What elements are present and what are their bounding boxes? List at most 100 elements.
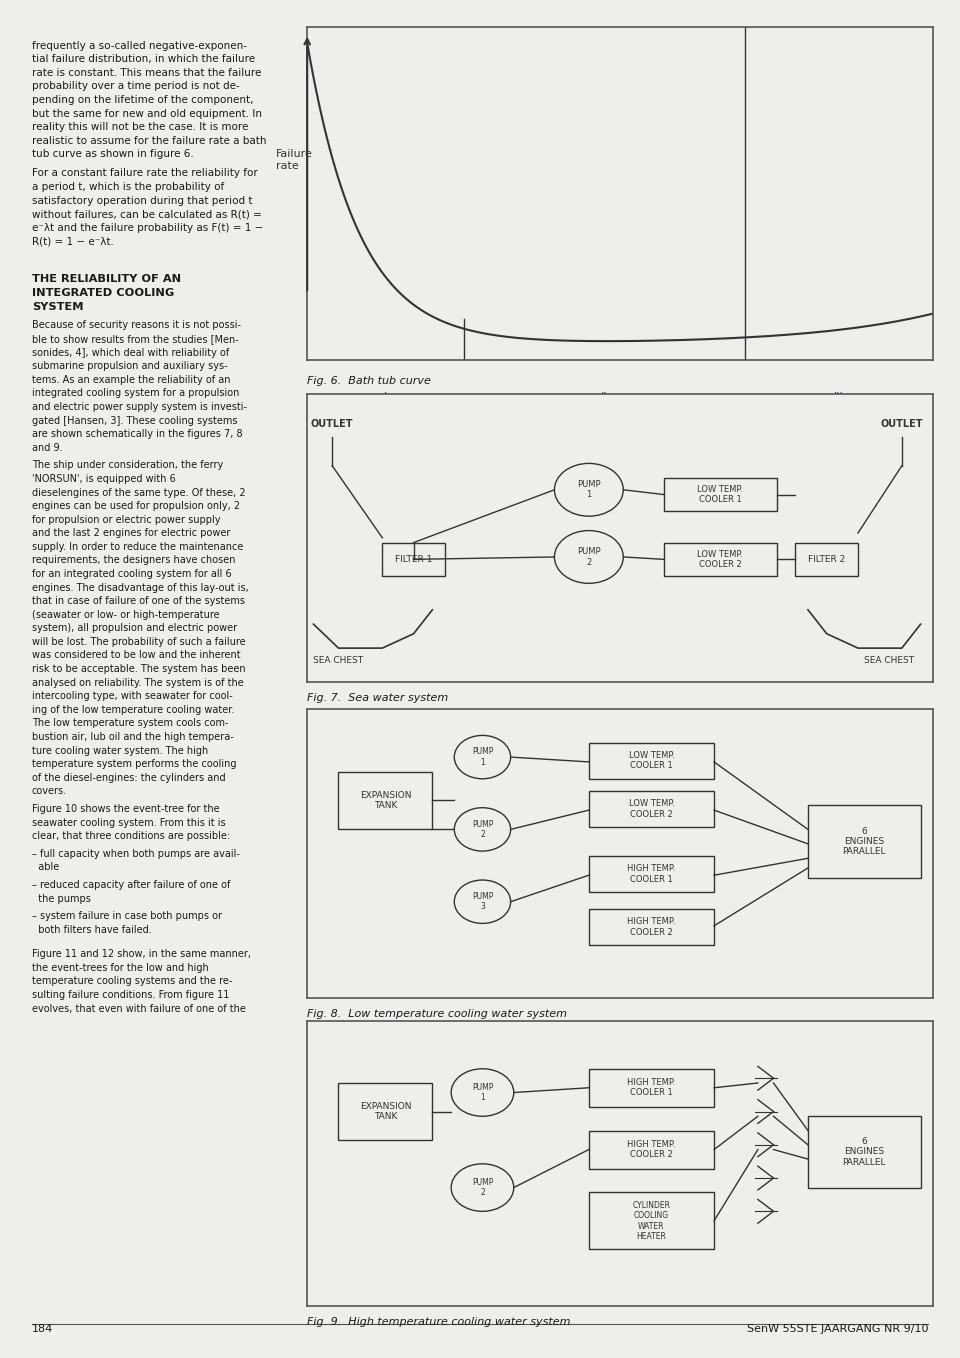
Text: submarine propulsion and auxiliary sys-: submarine propulsion and auxiliary sys- <box>32 361 228 371</box>
Text: Time: Time <box>714 538 739 547</box>
Text: PUMP
1: PUMP 1 <box>471 747 493 767</box>
Text: I: I <box>384 392 387 402</box>
Text: CYLINDER
COOLING
WATER
HEATER: CYLINDER COOLING WATER HEATER <box>633 1200 670 1241</box>
Text: requirements, the designers have chosen: requirements, the designers have chosen <box>32 555 235 565</box>
Text: THE RELIABILITY OF AN
INTEGRATED COOLING
SYSTEM: THE RELIABILITY OF AN INTEGRATED COOLING… <box>32 274 180 312</box>
Text: probability over a time period is not de-: probability over a time period is not de… <box>32 81 239 91</box>
Text: sulting failure conditions. From figure 11: sulting failure conditions. From figure … <box>32 990 229 999</box>
Text: pending on the lifetime of the component,: pending on the lifetime of the component… <box>32 95 253 105</box>
Text: The ship under consideration, the ferry: The ship under consideration, the ferry <box>32 460 223 470</box>
Bar <box>382 543 444 576</box>
Text: PUMP
2: PUMP 2 <box>471 820 493 839</box>
Text: 184: 184 <box>32 1324 53 1334</box>
Text: temperature cooling systems and the re-: temperature cooling systems and the re- <box>32 976 232 986</box>
Text: sonides, 4], which deal with reliability of: sonides, 4], which deal with reliability… <box>32 348 228 357</box>
Text: R(t) = 1 − e⁻λt.: R(t) = 1 − e⁻λt. <box>32 236 113 246</box>
Text: and electric power supply system is investi-: and electric power supply system is inve… <box>32 402 247 411</box>
Text: the event-trees for the low and high: the event-trees for the low and high <box>32 963 208 972</box>
Text: PUMP
2: PUMP 2 <box>577 547 601 566</box>
Text: Figure 10 shows the event-tree for the: Figure 10 shows the event-tree for the <box>32 804 219 813</box>
Text: PUMP
3: PUMP 3 <box>471 892 493 911</box>
Text: II: II <box>601 392 608 402</box>
Text: HIGH TEMP.
COOLER 1: HIGH TEMP. COOLER 1 <box>627 1078 676 1097</box>
Bar <box>588 790 714 827</box>
Text: supply. In order to reduce the maintenance: supply. In order to reduce the maintenan… <box>32 542 243 551</box>
Text: LOW TEMP.
COOLER 1: LOW TEMP. COOLER 1 <box>629 751 674 770</box>
Bar <box>664 478 777 512</box>
Text: Period: Period <box>370 478 401 489</box>
Text: of the diesel-engines: the cylinders and: of the diesel-engines: the cylinders and <box>32 773 226 782</box>
Text: The low temperature system cools com-: The low temperature system cools com- <box>32 718 228 728</box>
Text: PUMP
1: PUMP 1 <box>577 481 601 500</box>
Text: LOW TEMP.
COOLER 2: LOW TEMP. COOLER 2 <box>629 800 674 819</box>
Text: SenW 55STE JAARGANG NR 9/10: SenW 55STE JAARGANG NR 9/10 <box>747 1324 928 1334</box>
Bar <box>796 543 858 576</box>
Text: bustion air, lub oil and the high tempera-: bustion air, lub oil and the high temper… <box>32 732 233 741</box>
Text: HIGH TEMP.
COOLER 2: HIGH TEMP. COOLER 2 <box>627 1139 676 1160</box>
Text: intercooling type, with seawater for cool-: intercooling type, with seawater for coo… <box>32 691 232 701</box>
Text: are shown schematically in the figures 7, 8: are shown schematically in the figures 7… <box>32 429 242 439</box>
Text: and the last 2 engines for electric power: and the last 2 engines for electric powe… <box>32 528 230 538</box>
Bar <box>588 856 714 892</box>
Text: the pumps: the pumps <box>32 894 90 903</box>
Text: able: able <box>32 862 59 872</box>
Text: a period t, which is the probability of: a period t, which is the probability of <box>32 182 224 191</box>
Text: integrated cooling system for a propulsion: integrated cooling system for a propulsi… <box>32 388 239 398</box>
Text: without failures, can be calculated as R(t) =: without failures, can be calculated as R… <box>32 209 261 219</box>
Text: e⁻λt and the failure probability as F(t) = 1 −: e⁻λt and the failure probability as F(t)… <box>32 223 263 232</box>
Text: seawater cooling system. From this it is: seawater cooling system. From this it is <box>32 818 226 827</box>
Text: ing of the low temperature cooling water.: ing of the low temperature cooling water… <box>32 705 234 714</box>
Text: – system failure in case both pumps or: – system failure in case both pumps or <box>32 911 222 921</box>
Text: realistic to assume for the failure rate a bath: realistic to assume for the failure rate… <box>32 136 266 145</box>
Text: gated [Hansen, 3]. These cooling systems: gated [Hansen, 3]. These cooling systems <box>32 416 237 425</box>
Bar <box>339 1084 432 1141</box>
Bar <box>339 771 432 830</box>
Text: satisfactory operation during that period t: satisfactory operation during that perio… <box>32 196 252 205</box>
Text: evolves, that even with failure of one of the: evolves, that even with failure of one o… <box>32 1004 246 1013</box>
Text: temperature system performs the cooling: temperature system performs the cooling <box>32 759 236 769</box>
Text: FILTER 1: FILTER 1 <box>395 555 432 564</box>
Text: For a constant failure rate the reliability for: For a constant failure rate the reliabil… <box>32 168 257 178</box>
Text: rate is constant. This means that the failure: rate is constant. This means that the fa… <box>32 68 261 77</box>
Text: (seawater or low- or high-temperature: (seawater or low- or high-temperature <box>32 610 219 619</box>
Text: was considered to be low and the inherent: was considered to be low and the inheren… <box>32 650 240 660</box>
Text: Period: Period <box>588 478 621 489</box>
Text: analysed on reliability. The system is of the: analysed on reliability. The system is o… <box>32 678 244 687</box>
Bar <box>588 743 714 778</box>
Text: LOW TEMP.
COOLER 2: LOW TEMP. COOLER 2 <box>697 550 743 569</box>
Bar <box>664 543 777 576</box>
Bar <box>588 909 714 945</box>
Text: 'NORSUN', is equipped with 6: 'NORSUN', is equipped with 6 <box>32 474 176 483</box>
Text: frequently a so-called negative-exponen-: frequently a so-called negative-exponen- <box>32 41 247 50</box>
Text: Wear - Out: Wear - Out <box>811 435 867 445</box>
Text: HIGH TEMP.
COOLER 2: HIGH TEMP. COOLER 2 <box>627 917 676 937</box>
Text: reality this will not be the case. It is more: reality this will not be the case. It is… <box>32 122 248 132</box>
Text: tub curve as shown in figure 6.: tub curve as shown in figure 6. <box>32 149 193 159</box>
Text: but the same for new and old equipment. In: but the same for new and old equipment. … <box>32 109 262 118</box>
Text: Running - In: Running - In <box>354 435 417 445</box>
Text: PUMP
1: PUMP 1 <box>471 1082 493 1103</box>
Text: III: III <box>834 392 844 402</box>
Text: system), all propulsion and electric power: system), all propulsion and electric pow… <box>32 623 237 633</box>
Text: Failure
rate: Failure rate <box>276 149 313 171</box>
Text: OUTLET: OUTLET <box>880 420 924 429</box>
Text: that in case of failure of one of the systems: that in case of failure of one of the sy… <box>32 596 245 606</box>
Text: 6
ENGINES
PARALLEL: 6 ENGINES PARALLEL <box>843 1137 886 1167</box>
Text: EXPANSION
TANK: EXPANSION TANK <box>360 790 411 811</box>
Text: SEA CHEST: SEA CHEST <box>313 656 364 664</box>
Text: ture cooling water system. The high: ture cooling water system. The high <box>32 746 208 755</box>
Bar <box>588 1130 714 1168</box>
Bar <box>588 1192 714 1249</box>
Text: ble to show results from the studies [Men-: ble to show results from the studies [Me… <box>32 334 238 344</box>
Text: SEA CHEST: SEA CHEST <box>864 656 914 664</box>
Text: both filters have failed.: both filters have failed. <box>32 925 152 934</box>
Text: OUTLET: OUTLET <box>311 420 353 429</box>
Text: tial failure distribution, in which the failure: tial failure distribution, in which the … <box>32 54 254 64</box>
Text: clear, that three conditions are possible:: clear, that three conditions are possibl… <box>32 831 229 841</box>
Text: Fig. 9.  High temperature cooling water system: Fig. 9. High temperature cooling water s… <box>307 1317 570 1327</box>
Text: – reduced capacity after failure of one of: – reduced capacity after failure of one … <box>32 880 230 889</box>
Text: FILTER 2: FILTER 2 <box>808 555 846 564</box>
Text: and 9.: and 9. <box>32 443 62 452</box>
Text: risk to be acceptable. The system has been: risk to be acceptable. The system has be… <box>32 664 246 674</box>
Bar <box>588 1069 714 1107</box>
